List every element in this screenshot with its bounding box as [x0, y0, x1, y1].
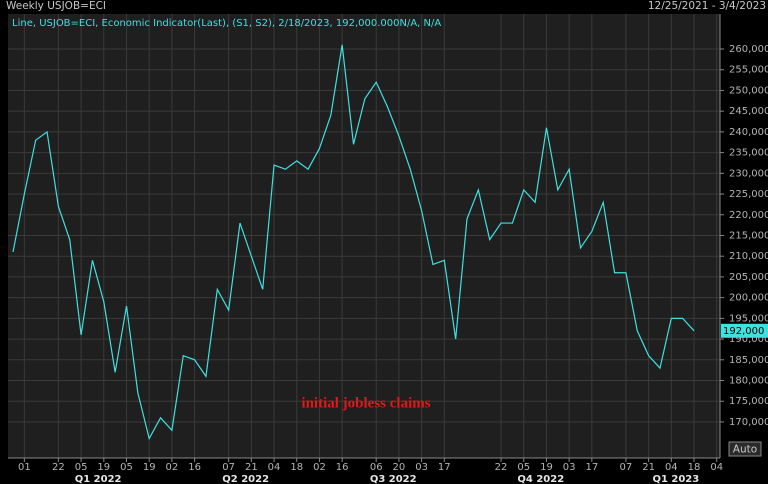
y-tick-label: 170,000	[729, 417, 768, 428]
y-tick-label: 190,000	[729, 334, 768, 345]
x-tick-label: 19	[540, 462, 553, 473]
y-tick-label: 255,000	[729, 65, 768, 76]
y-tick-label: 210,000	[729, 251, 768, 262]
x-tick-label: 20	[393, 462, 406, 473]
x-tick-label: 02	[313, 462, 326, 473]
x-tick-label: 07	[222, 462, 235, 473]
y-tick-label: 185,000	[729, 355, 768, 366]
x-tick-label: 05	[75, 462, 88, 473]
x-tick-label: 03	[563, 462, 576, 473]
y-tick-label: 225,000	[729, 189, 768, 200]
y-tick-label: 175,000	[729, 396, 768, 407]
x-tick-label: 17	[438, 462, 451, 473]
quarter-label: Q3 2022	[370, 474, 417, 484]
y-tick-label: 200,000	[729, 293, 768, 304]
y-tick-label: 180,000	[729, 376, 768, 387]
quarter-label: Q1 2023	[652, 474, 699, 484]
x-tick-label: 21	[245, 462, 258, 473]
y-tick-label: 230,000	[729, 168, 768, 179]
annotation: initial jobless claims	[301, 395, 430, 411]
value-tag	[721, 323, 768, 338]
x-tick-label: 04	[710, 462, 723, 473]
y-tick-label: 245,000	[729, 106, 768, 117]
date-range: 12/25/2021 - 3/4/2023	[648, 0, 766, 12]
x-tick-label: 07	[620, 462, 633, 473]
x-tick-label: 01	[18, 462, 31, 473]
y-tick-label: 235,000	[729, 148, 768, 159]
quarter-label: Q4 2022	[517, 474, 564, 484]
x-tick-label: 21	[642, 462, 655, 473]
x-tick-label: 22	[52, 462, 65, 473]
y-tick-label: 250,000	[729, 85, 768, 96]
y-tick-label: 215,000	[729, 230, 768, 241]
y-tick-label: 260,000	[729, 44, 768, 55]
x-tick-label: 02	[166, 462, 179, 473]
x-tick-label: 18	[688, 462, 701, 473]
auto-button-label[interactable]: Auto	[733, 444, 757, 456]
x-tick-label: 05	[517, 462, 530, 473]
x-tick-label: 04	[268, 462, 281, 473]
y-tick-label: 220,000	[729, 210, 768, 221]
x-tick-label: 19	[143, 462, 156, 473]
x-tick-label: 19	[97, 462, 110, 473]
legend-entry: Line, USJOB=ECI, Economic Indicator(Last…	[12, 18, 441, 29]
value-label: 192,000	[723, 326, 764, 337]
auto-button[interactable]	[728, 441, 762, 457]
grid	[8, 14, 720, 458]
quarter-label: Q2 2022	[222, 474, 269, 484]
x-tick-label: 16	[336, 462, 349, 473]
y-tick-label: 205,000	[729, 272, 768, 283]
x-tick-label: 03	[415, 462, 428, 473]
x-tick-label: 18	[290, 462, 303, 473]
x-tick-label: 04	[665, 462, 678, 473]
x-tick-label: 16	[188, 462, 201, 473]
y-tick-label: 240,000	[729, 127, 768, 138]
data-line	[12, 44, 695, 441]
x-tick-label: 17	[585, 462, 598, 473]
x-tick-label: 06	[370, 462, 383, 473]
x-tick-label: 22	[495, 462, 508, 473]
plot-area	[8, 14, 720, 458]
x-tick-label: 05	[120, 462, 133, 473]
chart-title: Weekly USJOB=ECI	[6, 0, 106, 12]
y-tick-label: 195,000	[729, 313, 768, 324]
quarter-label: Q1 2022	[75, 474, 122, 484]
